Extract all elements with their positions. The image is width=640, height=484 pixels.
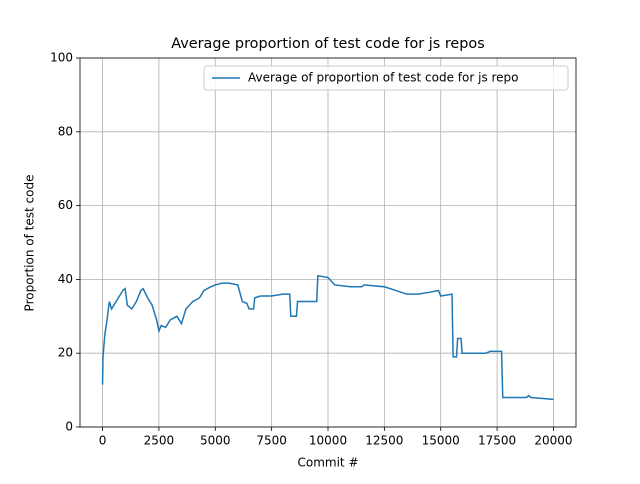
y-tick-label: 20 <box>58 346 73 360</box>
x-tick-label: 7500 <box>256 434 287 448</box>
x-tick-label: 12500 <box>365 434 403 448</box>
data-line <box>101 274 554 401</box>
y-axis-label: Proportion of test code <box>23 175 37 312</box>
x-tick-label: 20000 <box>534 434 572 448</box>
y-tick-label: 100 <box>50 51 73 65</box>
x-tick-label: 17500 <box>478 434 516 448</box>
x-tick-label: 15000 <box>422 434 460 448</box>
plot-frame <box>79 57 577 428</box>
x-tick-label: 2500 <box>144 434 175 448</box>
legend-label: Average of proportion of test code for j… <box>248 71 519 85</box>
y-tick-label: 0 <box>65 420 73 434</box>
legend-box <box>203 65 569 91</box>
x-axis-label: Commit # <box>297 456 358 470</box>
x-tick-label: 5000 <box>200 434 231 448</box>
x-tick-label: 0 <box>99 434 107 448</box>
y-tick-label: 60 <box>58 198 73 212</box>
x-tick-label: 10000 <box>309 434 347 448</box>
y-tick-label: 80 <box>58 124 73 138</box>
y-tick-label: 40 <box>58 272 73 286</box>
chart-title: Average proportion of test code for js r… <box>171 36 484 52</box>
